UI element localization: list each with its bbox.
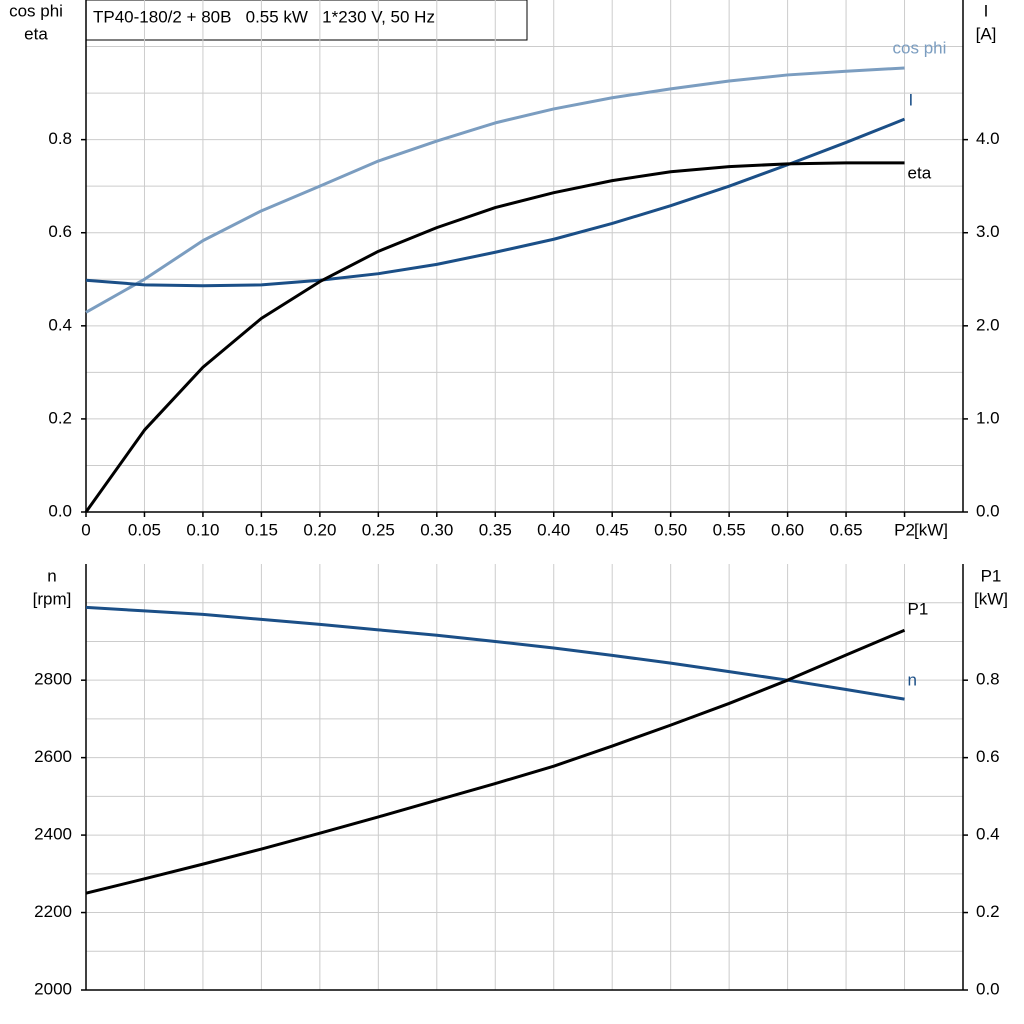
x-tick-label: 0.20	[303, 520, 336, 539]
series-label: I	[909, 91, 914, 110]
x-tick-label: 0.25	[362, 520, 395, 539]
y-tick-label: 2200	[34, 902, 72, 921]
series-line	[85, 117, 906, 288]
x-tick-label: 0.40	[537, 520, 570, 539]
x-tick-label: 0.15	[245, 520, 278, 539]
y-tick-label: 2400	[34, 825, 72, 844]
y2-tick-label: 0.0	[976, 979, 1000, 998]
y-tick-label: 2800	[34, 670, 72, 689]
series-line	[85, 66, 905, 314]
y-tick-label: 0.2	[48, 408, 72, 427]
y2-tick-label: 1.0	[976, 408, 1000, 427]
y2-tick-label: 0.4	[976, 825, 1000, 844]
x-tick-label: 0.50	[654, 520, 687, 539]
x-tick-label: 0.30	[420, 520, 453, 539]
y2-tick-label: 2.0	[976, 315, 1000, 334]
y-axis-label: eta	[24, 24, 48, 43]
title-box	[85, 0, 528, 41]
y2-tick-label: 3.0	[976, 222, 1000, 241]
y-tick-label: 0.6	[48, 222, 72, 241]
y-tick-label: 2600	[34, 747, 72, 766]
y-tick-label: 0.0	[48, 501, 72, 520]
series-line	[85, 628, 906, 895]
chart-title: TP40-180/2 + 80B 0.55 kW 1*230 V, 50 Hz	[93, 7, 435, 26]
x-tick-label: 0.65	[830, 520, 863, 539]
x-tick-label: 0.10	[186, 520, 219, 539]
y-axis-label: n	[47, 566, 56, 585]
y2-axis-label: I	[984, 1, 989, 20]
y-axis-label: cos phi	[9, 1, 63, 20]
x-tick-label: P2	[894, 520, 915, 539]
x-axis-label: [kW]	[914, 520, 948, 539]
y-tick-label: 2000	[34, 979, 72, 998]
series-label: cos phi	[893, 38, 947, 57]
x-tick-label: 0.60	[771, 520, 804, 539]
series-label: P1	[908, 600, 929, 619]
y-axis-label: [rpm]	[33, 589, 72, 608]
series-label: eta	[908, 163, 932, 182]
y2-tick-label: 0.6	[976, 747, 1000, 766]
y2-axis-label: P1	[981, 566, 1002, 585]
x-tick-label: 0.45	[596, 520, 629, 539]
x-tick-label: 0.55	[713, 520, 746, 539]
x-tick-label: 0.35	[479, 520, 512, 539]
y2-tick-label: 0.0	[976, 501, 1000, 520]
y2-tick-label: 0.2	[976, 902, 1000, 921]
y2-axis-label: [A]	[976, 24, 997, 43]
x-tick-label: 0.05	[128, 520, 161, 539]
y2-axis-label: [kW]	[974, 589, 1008, 608]
y2-tick-label: 0.8	[976, 670, 1000, 689]
series-line	[84, 161, 905, 513]
series-label: n	[908, 671, 917, 690]
y2-tick-label: 4.0	[976, 129, 1000, 148]
series-line	[85, 605, 905, 701]
y-tick-label: 0.4	[48, 315, 72, 334]
y-tick-label: 0.8	[48, 129, 72, 148]
x-tick-label: 0	[81, 520, 90, 539]
